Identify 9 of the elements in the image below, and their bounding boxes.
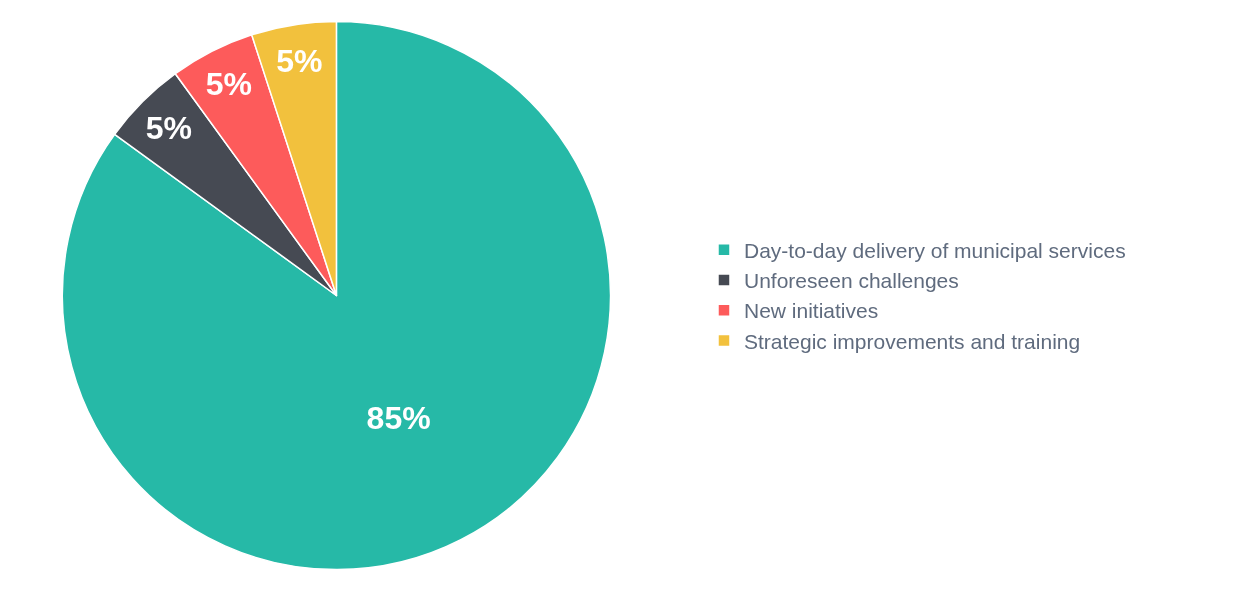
data-label: 5% xyxy=(205,66,252,103)
data-label: 85% xyxy=(366,399,431,436)
legend-label: Unforeseen challenges xyxy=(743,269,959,293)
legend-label: Day-to-day delivery of municipal services xyxy=(743,238,1126,262)
data-label: 5% xyxy=(276,43,323,80)
pie-slice xyxy=(61,20,611,571)
legend-label: New initiatives xyxy=(743,299,879,323)
data-label: 5% xyxy=(145,109,192,146)
legend-label: Strategic improvements and training xyxy=(743,329,1081,353)
